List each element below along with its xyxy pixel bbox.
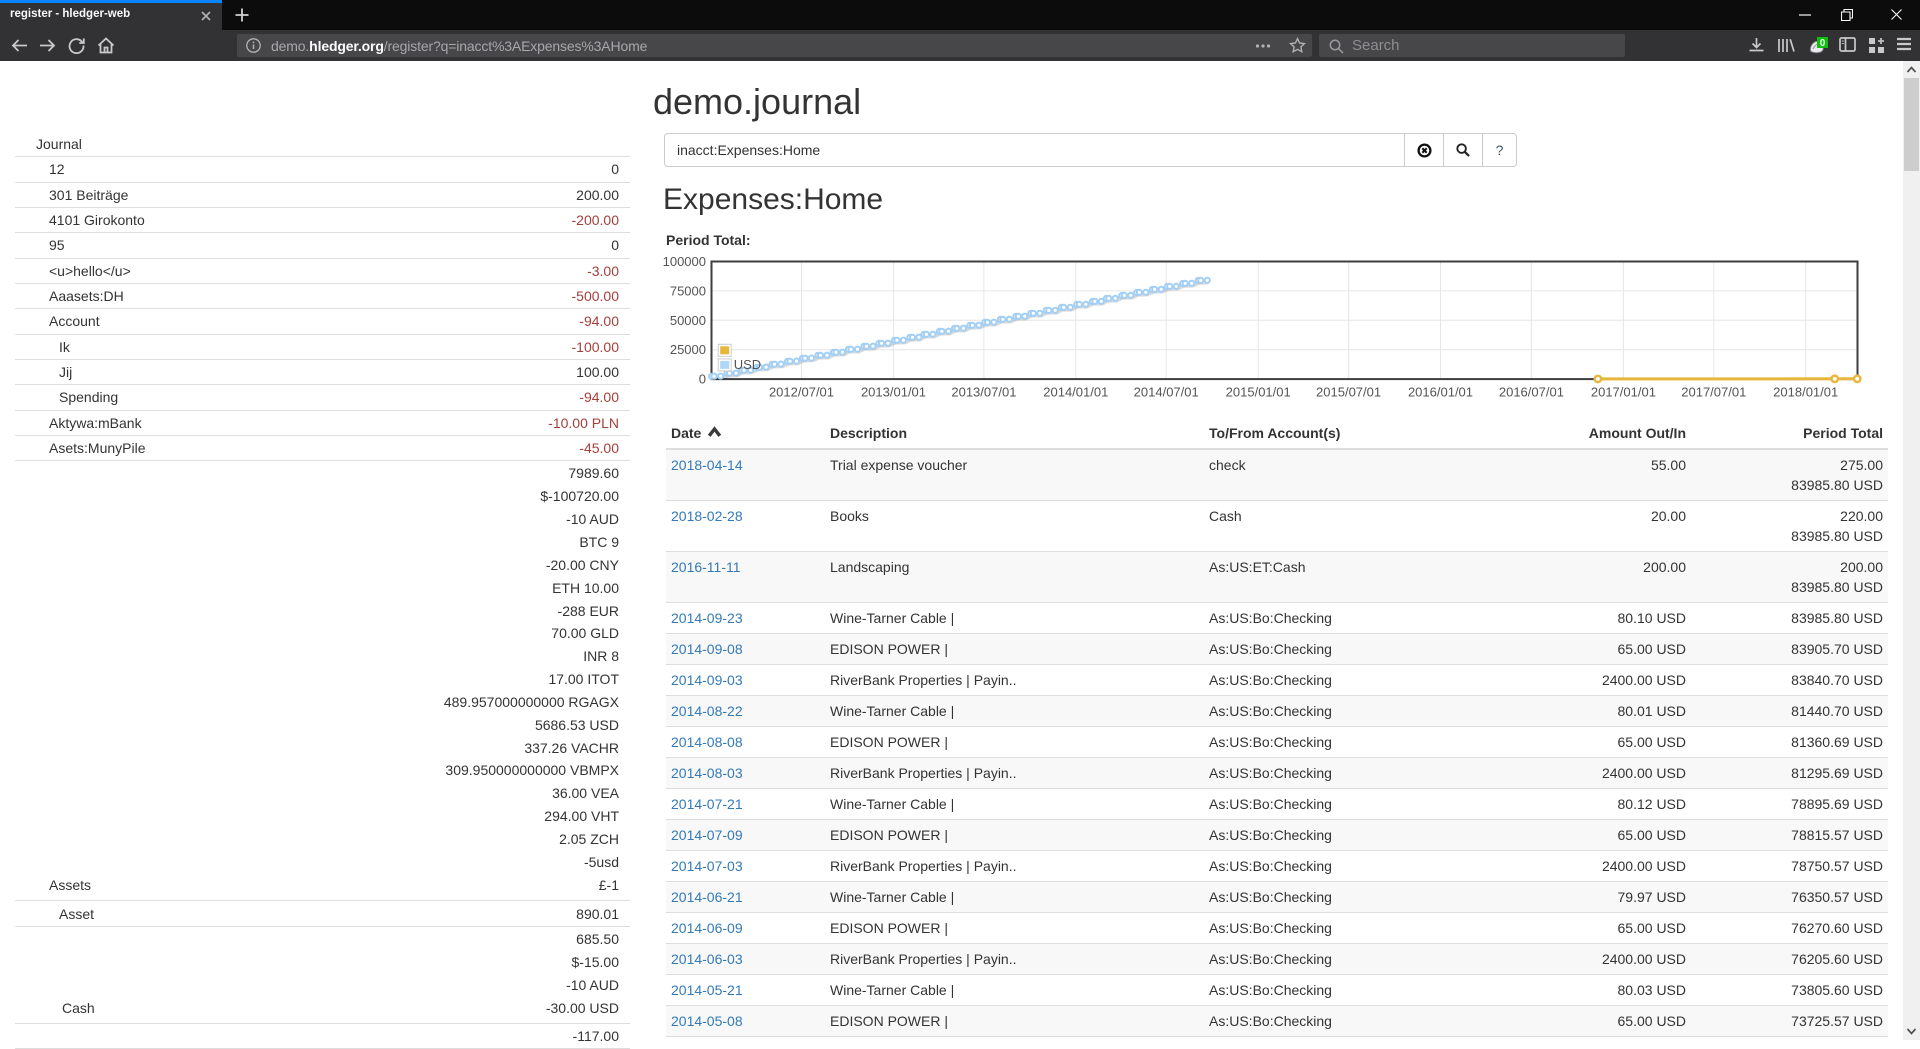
svg-text:25000: 25000: [670, 342, 706, 357]
svg-text:0: 0: [1820, 38, 1826, 49]
svg-text:2017/01/01: 2017/01/01: [1591, 385, 1656, 400]
svg-text:50000: 50000: [670, 313, 706, 328]
svg-text:2018/01/01: 2018/01/01: [1773, 385, 1838, 400]
svg-text:2015/01/01: 2015/01/01: [1226, 385, 1291, 400]
svg-text:0: 0: [699, 372, 706, 387]
svg-text:2015/07/01: 2015/07/01: [1316, 385, 1381, 400]
svg-text:100000: 100000: [663, 254, 706, 269]
svg-text:75000: 75000: [670, 283, 706, 298]
svg-text:2012/07/01: 2012/07/01: [769, 385, 834, 400]
svg-text:2017/07/01: 2017/07/01: [1681, 385, 1746, 400]
svg-text:2016/07/01: 2016/07/01: [1499, 385, 1564, 400]
svg-text:USD: USD: [734, 357, 761, 372]
svg-text:2014/07/01: 2014/07/01: [1134, 385, 1199, 400]
svg-text:2013/01/01: 2013/01/01: [861, 385, 926, 400]
svg-text:2016/01/01: 2016/01/01: [1408, 385, 1473, 400]
svg-text:2013/07/01: 2013/07/01: [951, 385, 1016, 400]
svg-text:2014/01/01: 2014/01/01: [1043, 385, 1108, 400]
